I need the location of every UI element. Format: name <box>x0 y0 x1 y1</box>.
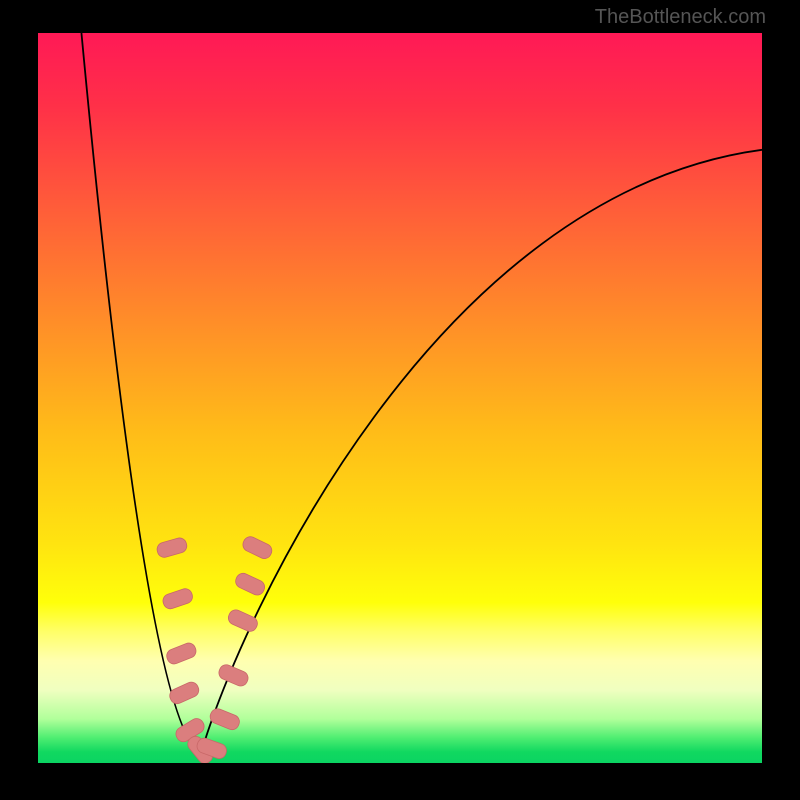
plot-area <box>38 33 762 763</box>
plot-svg <box>38 33 762 763</box>
gradient-background <box>38 33 762 763</box>
watermark: TheBottleneck.com <box>595 6 766 29</box>
